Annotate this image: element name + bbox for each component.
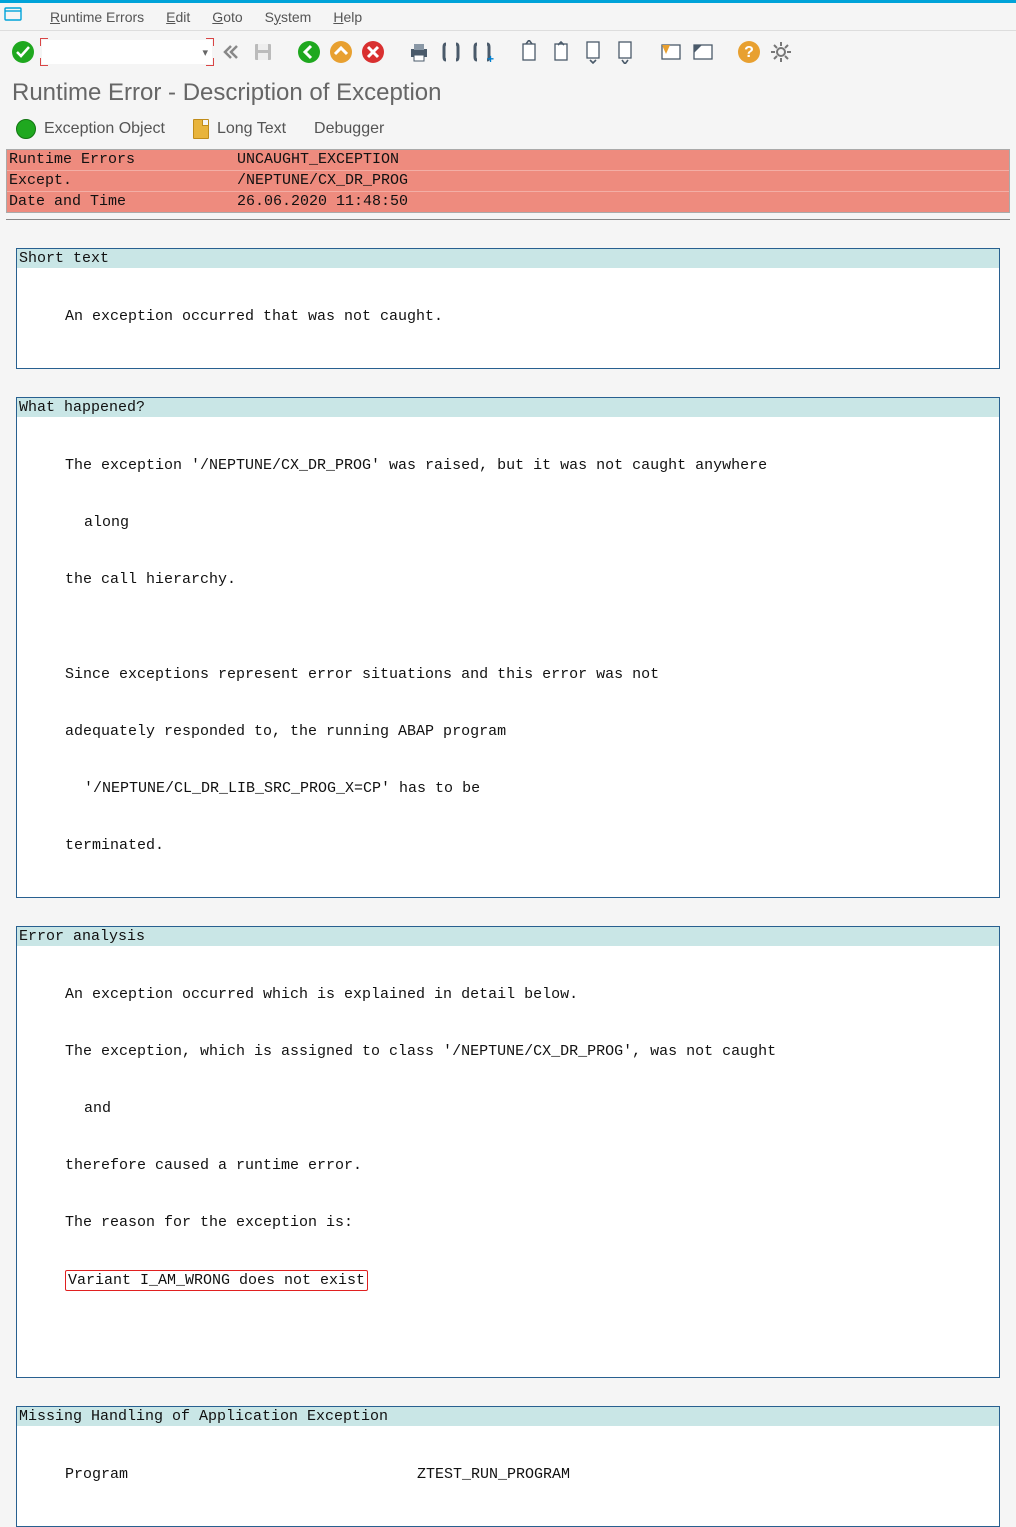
last-page-icon[interactable] xyxy=(612,39,638,65)
first-page-icon[interactable] xyxy=(516,39,542,65)
text-line: terminated. xyxy=(17,836,999,855)
section-error-analysis: Error analysis An exception occurred whi… xyxy=(16,926,1000,1378)
highlighted-error-reason: Variant I_AM_WRONG does not exist xyxy=(65,1270,368,1291)
section-body: An exception occurred that was not caugh… xyxy=(17,268,999,368)
section-title: What happened? xyxy=(17,398,999,417)
text-line: along xyxy=(17,513,999,532)
section-title: Short text xyxy=(17,249,999,268)
menu-edit[interactable]: Edit xyxy=(166,9,190,25)
error-header-row: Runtime Errors UNCAUGHT_EXCEPTION xyxy=(7,150,1009,171)
long-text-label: Long Text xyxy=(217,120,286,138)
text-line: The exception '/NEPTUNE/CX_DR_PROG' was … xyxy=(17,456,999,475)
svg-text:+: + xyxy=(487,52,494,63)
cancel-button[interactable] xyxy=(360,39,386,65)
divider xyxy=(6,219,1010,220)
section-body: Program ZTEST_RUN_PROGRAM xyxy=(17,1426,999,1526)
section-title: Error analysis xyxy=(17,927,999,946)
text-line: the call hierarchy. xyxy=(17,570,999,589)
app-menu-icon[interactable] xyxy=(4,7,22,26)
back-double-icon[interactable] xyxy=(218,39,244,65)
circle-green-icon xyxy=(16,119,36,139)
menu-runtime-errors[interactable]: Runtime Errors xyxy=(50,9,144,25)
exception-object-label: Exception Object xyxy=(44,120,165,138)
program-label: Program xyxy=(17,1465,417,1484)
new-session-icon[interactable] xyxy=(658,39,684,65)
error-header-val: UNCAUGHT_EXCEPTION xyxy=(237,150,399,170)
prev-page-icon[interactable] xyxy=(548,39,574,65)
svg-text:?: ? xyxy=(744,44,754,61)
sub-toolbar: Exception Object Long Text Debugger xyxy=(0,117,1016,149)
ok-button[interactable] xyxy=(10,39,36,65)
section-short-text: Short text An exception occurred that wa… xyxy=(16,248,1000,369)
section-what-happened: What happened? The exception '/NEPTUNE/C… xyxy=(16,397,1000,898)
help-icon[interactable]: ? xyxy=(736,39,762,65)
error-header-row: Except. /NEPTUNE/CX_DR_PROG xyxy=(7,171,1009,192)
back-button[interactable] xyxy=(296,39,322,65)
error-header-key: Date and Time xyxy=(7,192,237,212)
find-icon[interactable] xyxy=(438,39,464,65)
error-header-val: /NEPTUNE/CX_DR_PROG xyxy=(237,171,408,191)
debugger-button[interactable]: Debugger xyxy=(314,120,384,138)
menu-help[interactable]: Help xyxy=(333,9,362,25)
command-field[interactable] xyxy=(42,40,212,64)
text-line: Since exceptions represent error situati… xyxy=(17,665,999,684)
generate-shortcut-icon[interactable] xyxy=(690,39,716,65)
text-line: The exception, which is assigned to clas… xyxy=(17,1042,999,1061)
text-line: therefore caused a runtime error. xyxy=(17,1156,999,1175)
text-line: The reason for the exception is: xyxy=(17,1213,999,1232)
document-icon xyxy=(193,119,209,139)
debugger-label: Debugger xyxy=(314,120,384,138)
error-header-key: Runtime Errors xyxy=(7,150,237,170)
text-line: Variant I_AM_WRONG does not exist xyxy=(17,1270,999,1291)
find-next-icon[interactable]: + xyxy=(470,39,496,65)
exception-object-button[interactable]: Exception Object xyxy=(16,119,165,139)
text-line: adequately responded to, the running ABA… xyxy=(17,722,999,741)
text-line: An exception occurred which is explained… xyxy=(17,985,999,1004)
section-title: Missing Handling of Application Exceptio… xyxy=(17,1407,999,1426)
menubar: Runtime Errors Edit Goto System Help xyxy=(0,3,1016,31)
section-missing-handling: Missing Handling of Application Exceptio… xyxy=(16,1406,1000,1527)
next-page-icon[interactable] xyxy=(580,39,606,65)
error-header-val: 26.06.2020 11:48:50 xyxy=(237,192,408,212)
print-icon[interactable] xyxy=(406,39,432,65)
section-body: The exception '/NEPTUNE/CX_DR_PROG' was … xyxy=(17,417,999,897)
save-icon[interactable] xyxy=(250,39,276,65)
section-body: An exception occurred which is explained… xyxy=(17,946,999,1377)
error-header-key: Except. xyxy=(7,171,237,191)
command-field-wrap: ▾ xyxy=(42,40,212,64)
up-button[interactable] xyxy=(328,39,354,65)
menu-system[interactable]: System xyxy=(265,9,312,25)
error-header-row: Date and Time 26.06.2020 11:48:50 xyxy=(7,192,1009,212)
program-row: Program ZTEST_RUN_PROGRAM xyxy=(17,1465,999,1484)
long-text-button[interactable]: Long Text xyxy=(193,119,286,139)
text-line: '/NEPTUNE/CL_DR_LIB_SRC_PROG_X=CP' has t… xyxy=(17,779,999,798)
settings-icon[interactable] xyxy=(768,39,794,65)
main-toolbar: ▾ + ? xyxy=(0,31,1016,73)
program-value: ZTEST_RUN_PROGRAM xyxy=(417,1465,570,1484)
menu-goto[interactable]: Goto xyxy=(212,9,242,25)
error-header-table: Runtime Errors UNCAUGHT_EXCEPTION Except… xyxy=(6,149,1010,213)
text-line: and xyxy=(17,1099,999,1118)
text-line: An exception occurred that was not caugh… xyxy=(17,307,999,326)
page-title: Runtime Error - Description of Exception xyxy=(0,73,1016,117)
